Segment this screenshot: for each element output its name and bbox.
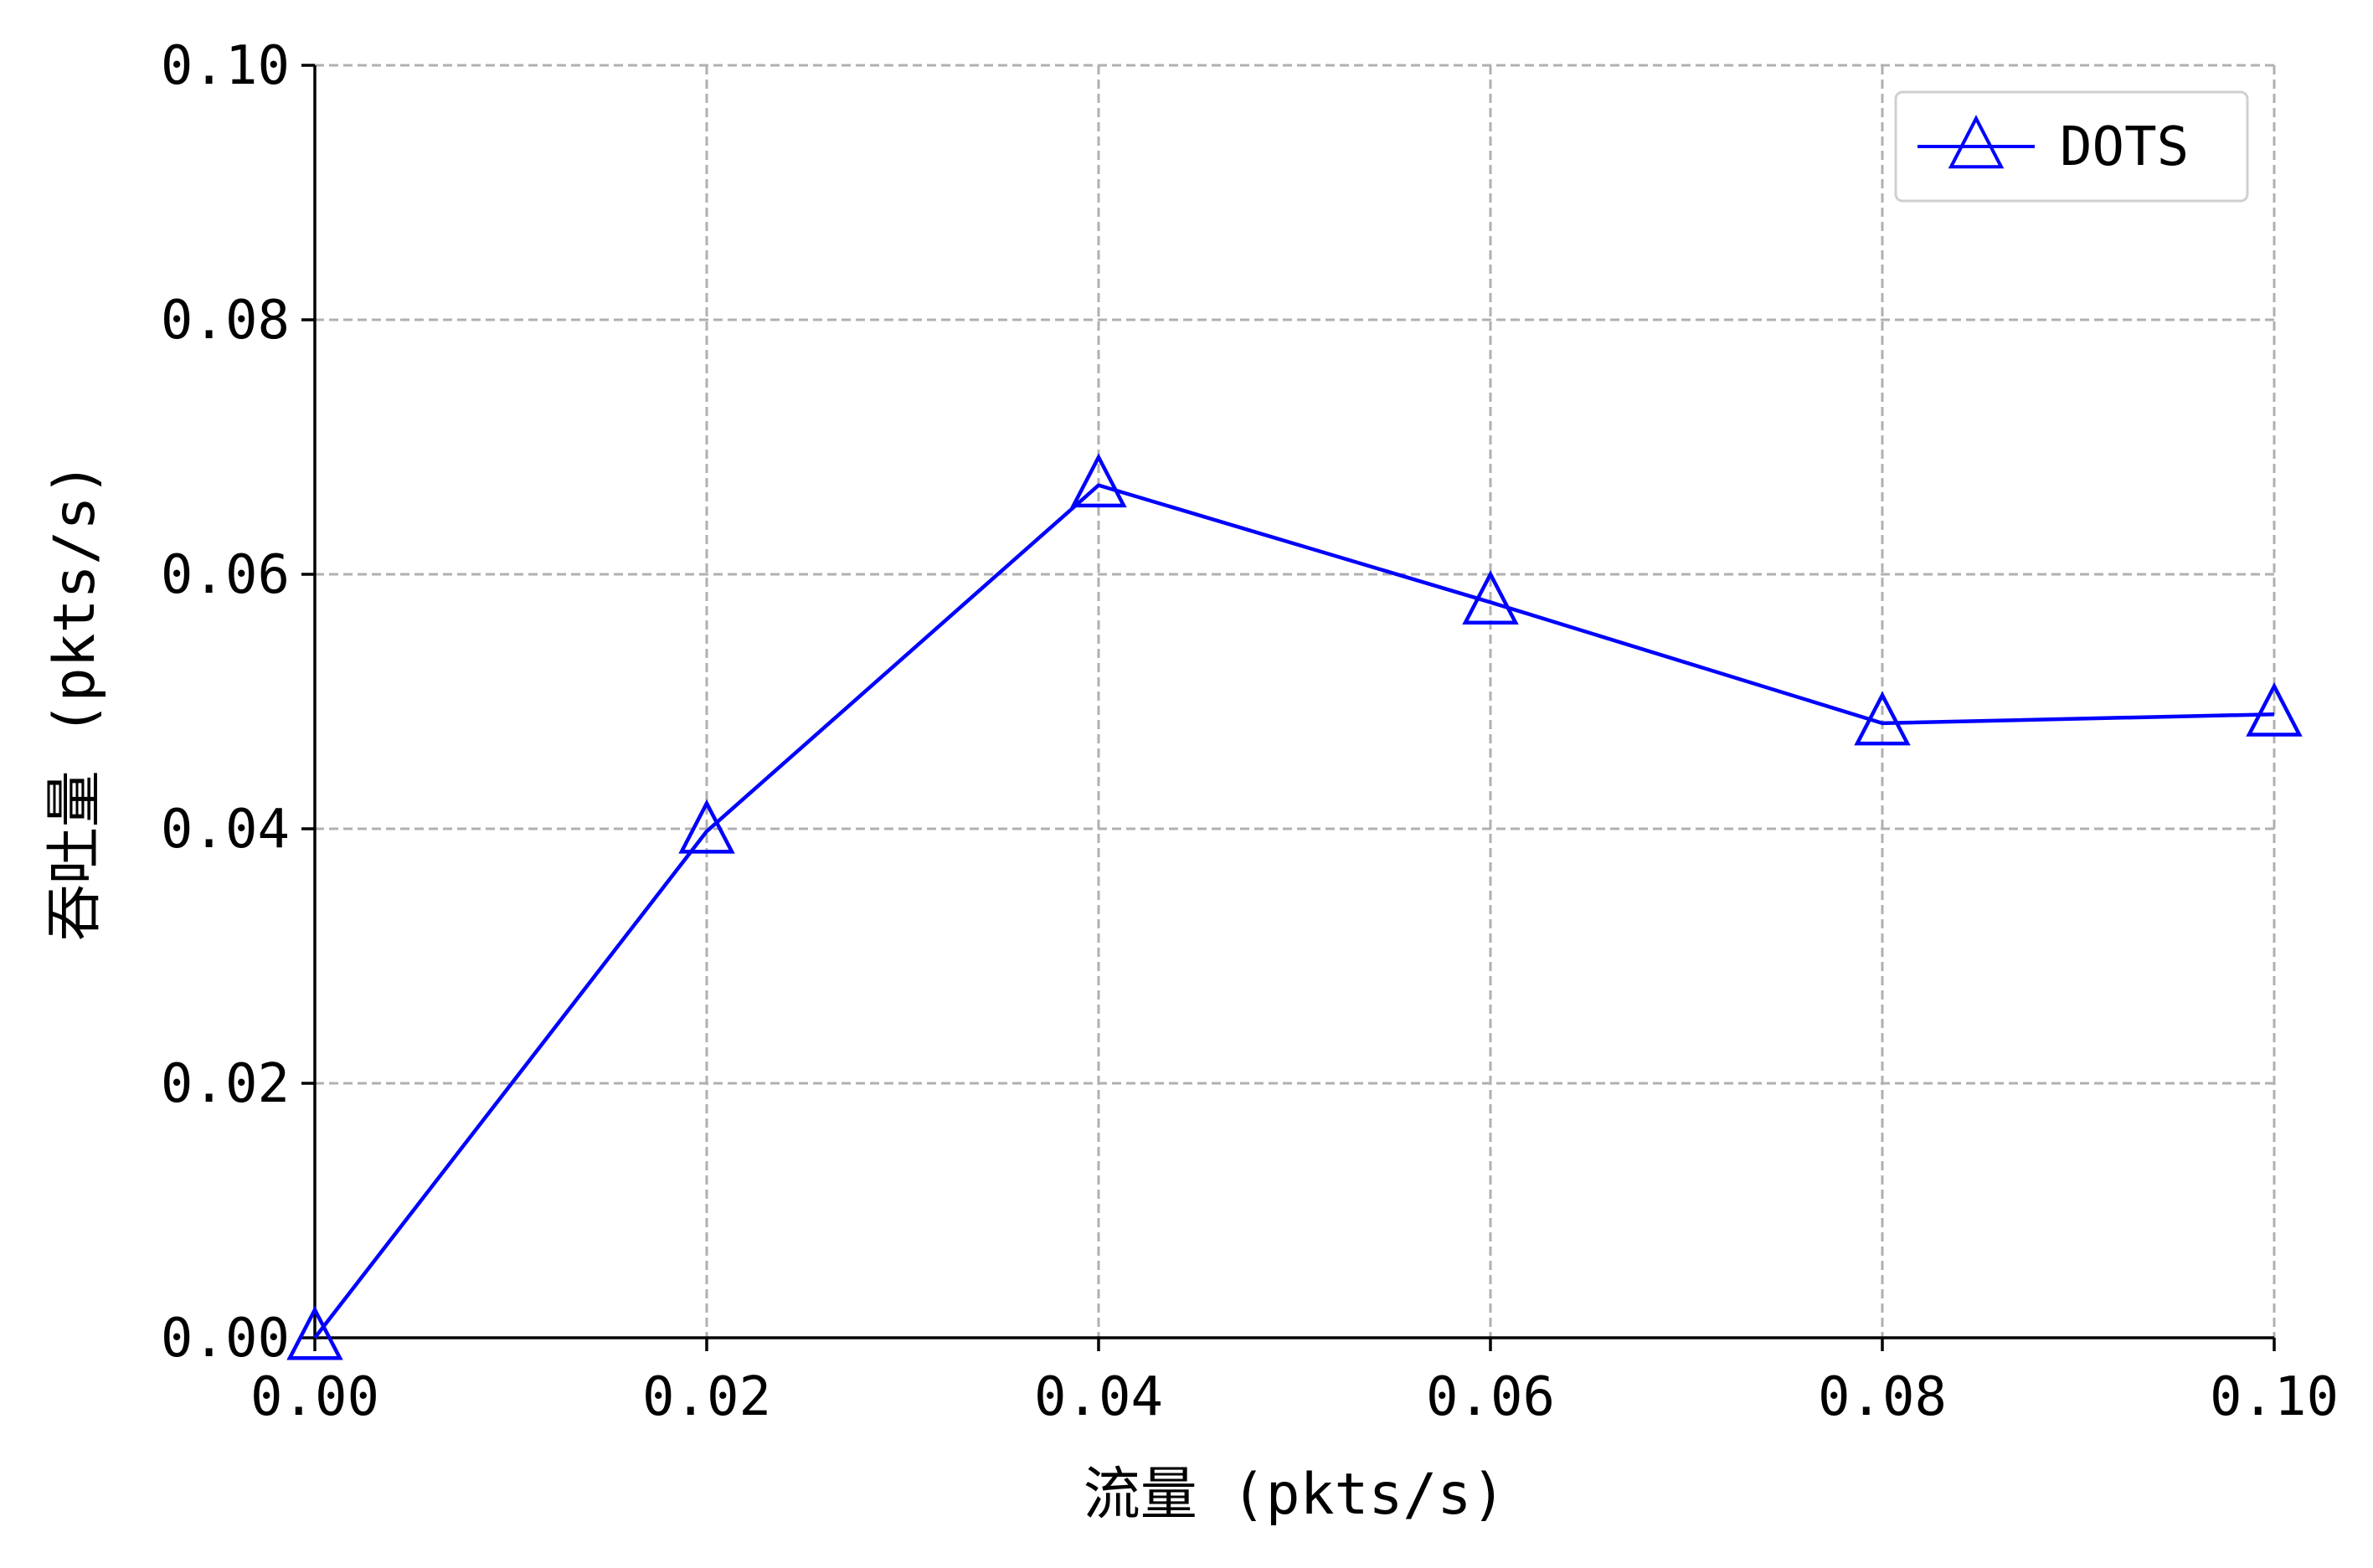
legend-marker-triangle [1948, 115, 2005, 169]
y-axis-title: 吞吐量 (pkts/s) [42, 462, 108, 941]
y-tick-label: 0.04 [161, 799, 290, 861]
y-tick-label: 0.08 [161, 290, 290, 352]
x-tick-label: 0.06 [1426, 1366, 1555, 1428]
x-tick-label: 0.02 [642, 1366, 771, 1428]
x-axis-ticks: 0.00 0.02 0.04 0.06 0.08 0.10 [250, 1338, 2339, 1428]
x-tick-label: 0.04 [1034, 1366, 1163, 1428]
y-tick-label: 0.00 [161, 1308, 290, 1370]
y-tick-label: 0.10 [161, 35, 290, 97]
x-axis-title: 流量 (pkts/s) [1084, 1462, 1506, 1528]
data-point-marker [286, 1305, 343, 1360]
series [286, 453, 2303, 1360]
legend-label-dots: DOTS [2060, 116, 2189, 178]
data-point-marker [678, 799, 735, 854]
legend-box [1894, 90, 2249, 203]
data-point-marker [1462, 570, 1519, 625]
y-tick-label: 0.06 [161, 544, 290, 606]
x-tick-label: 0.10 [2210, 1366, 2339, 1428]
legend: DOTS [1894, 90, 2249, 203]
y-tick-label: 0.02 [161, 1053, 290, 1115]
x-tick-label: 0.08 [1818, 1366, 1947, 1428]
grid [315, 64, 2276, 1338]
data-point-marker [1070, 453, 1127, 508]
axes [313, 65, 2274, 1339]
x-tick-label: 0.00 [250, 1366, 379, 1428]
data-point-marker [1854, 691, 1911, 746]
y-axis-ticks: 0.00 0.02 0.04 0.06 0.08 0.10 [161, 35, 315, 1370]
series-line-0 [313, 483, 2275, 1339]
data-point-marker [2246, 681, 2303, 737]
